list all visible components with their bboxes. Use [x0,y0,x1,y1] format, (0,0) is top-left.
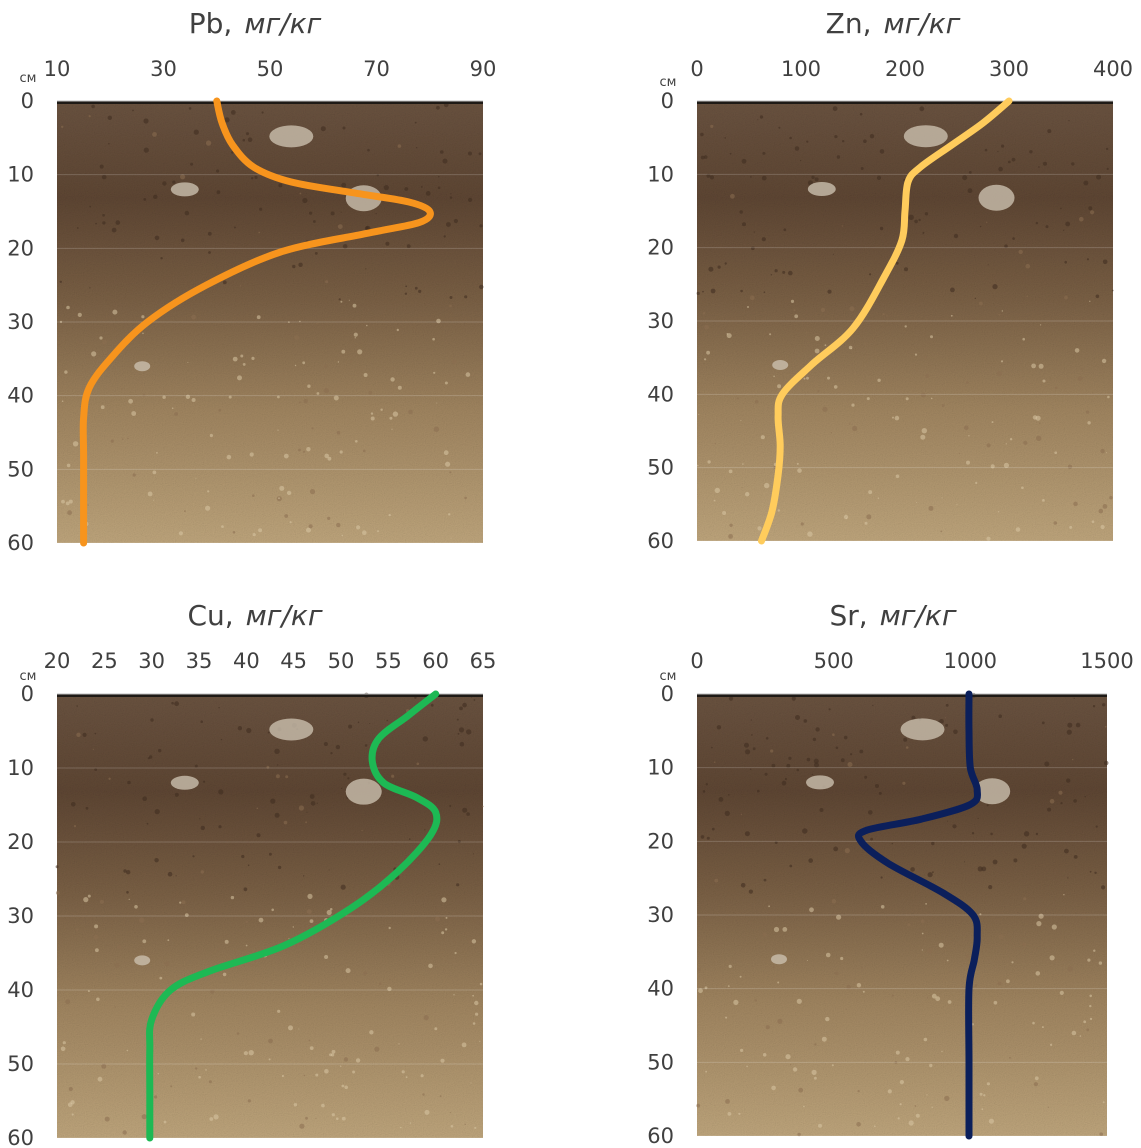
x-tick-label: 55 [375,649,402,673]
pebble [170,182,199,197]
y-axis-unit: см [20,71,37,86]
y-tick-label: 10 [7,163,34,187]
soil-texture [59,101,484,539]
chart-panel-1: Zn, мг/кг 0 100 200 300 400 0 10 20 30 40 50 60 см [647,7,1133,553]
y-tick-label: 10 [647,756,674,780]
y-tick-label: 60 [647,529,674,553]
series-line [79,97,434,547]
y-tick-label: 20 [647,829,674,853]
y-tick-label: 50 [7,1052,34,1076]
pebble [771,954,787,965]
pebble [345,778,382,805]
x-tick-label: 500 [814,649,854,673]
title-element: Sr, [829,599,867,632]
x-tick-label: 70 [363,57,390,81]
x-tick-label: 35 [186,649,213,673]
y-tick-label: 60 [7,1126,34,1148]
y-tick-label: 30 [7,310,34,334]
soil-texture [696,106,1114,541]
soil-background [697,694,1107,1136]
title-unit: мг/кг [246,599,323,632]
y-tick-label: 10 [647,162,674,186]
pebble [269,718,314,741]
x-tick-label: 1000 [944,649,997,673]
pebble [807,182,836,196]
x-tick-label: 0 [690,57,703,81]
title-element: Pb, [189,7,233,40]
chart-panel-0: Pb, мг/кг 10 30 50 70 90 0 10 20 30 40 50 60 см [7,7,496,555]
y-tick-label: 40 [647,977,674,1001]
y-tick-label: 40 [647,382,674,406]
x-tick-label: 25 [91,649,118,673]
x-tick-label: 300 [989,57,1029,81]
soil-background [57,694,483,1138]
title-element: Zn, [826,7,872,40]
y-tick-label: 40 [7,978,34,1002]
pebble [978,184,1015,211]
x-tick-label: 50 [257,57,284,81]
x-tick-label: 30 [150,57,177,81]
y-tick-label: 0 [21,89,34,113]
y-tick-label: 50 [7,457,34,481]
y-tick-label: 50 [647,1050,674,1074]
x-tick-label: 50 [328,649,355,673]
x-tick-label: 40 [233,649,260,673]
x-tick-label: 200 [885,57,925,81]
x-tick-label: 100 [781,57,821,81]
chart-title: Sr, мг/кг [829,599,956,632]
series-line [146,690,441,1142]
y-tick-label: 0 [661,89,674,113]
pebble [134,955,151,966]
x-tick-label: 400 [1093,57,1133,81]
series-line [758,97,1013,545]
y-tick-label: 30 [647,309,674,333]
pebble [903,125,948,148]
y-tick-label: 0 [21,682,34,706]
chart-title: Cu, мг/кг [187,599,322,632]
pebble [134,361,151,372]
x-tick-label: 20 [44,649,71,673]
y-tick-label: 20 [7,830,34,854]
chart-panel-2: Cu, мг/кг 20 25 30 35 40 45 50 55 60 65 0 10 20 30 40 50 6… [7,599,496,1148]
x-tick-label: 0 [690,649,703,673]
soil-texture [696,692,1109,1137]
x-tick-label: 65 [470,649,497,673]
y-tick-label: 10 [7,756,34,780]
pebble [806,775,834,790]
soil-texture [55,692,484,1135]
x-tick-label: 90 [470,57,497,81]
x-tick-label: 1500 [1080,649,1133,673]
y-tick-label: 0 [661,682,674,706]
pebble [269,125,314,148]
y-tick-label: 20 [647,236,674,260]
x-tick-label: 60 [422,649,449,673]
y-tick-label: 60 [7,531,34,555]
x-tick-label: 10 [44,57,71,81]
y-axis-unit: см [660,75,677,90]
pebble [772,360,789,370]
title-unit: мг/кг [244,7,321,40]
title-element: Cu, [187,599,233,632]
title-unit: мг/кг [883,7,960,40]
pebble [974,778,1011,805]
y-tick-label: 30 [7,904,34,928]
x-tick-label: 30 [138,649,165,673]
series-line [855,690,981,1140]
x-tick-label: 45 [280,649,307,673]
y-tick-label: 50 [647,456,674,480]
y-axis-unit: см [660,669,677,684]
y-tick-label: 30 [647,903,674,927]
y-axis-unit: см [20,669,37,684]
chart-title: Pb, мг/кг [189,7,322,40]
y-tick-label: 60 [647,1124,674,1148]
pebble [900,718,945,741]
title-unit: мг/кг [880,599,957,632]
soil-background [697,101,1113,541]
chart-panel-3: Sr, мг/кг 0 500 1000 1500 0 10 20 30 40 50 60 см [647,599,1133,1148]
pebble [170,775,199,790]
chart-title: Zn, мг/кг [826,7,961,40]
y-tick-label: 20 [7,236,34,260]
y-tick-label: 40 [7,384,34,408]
